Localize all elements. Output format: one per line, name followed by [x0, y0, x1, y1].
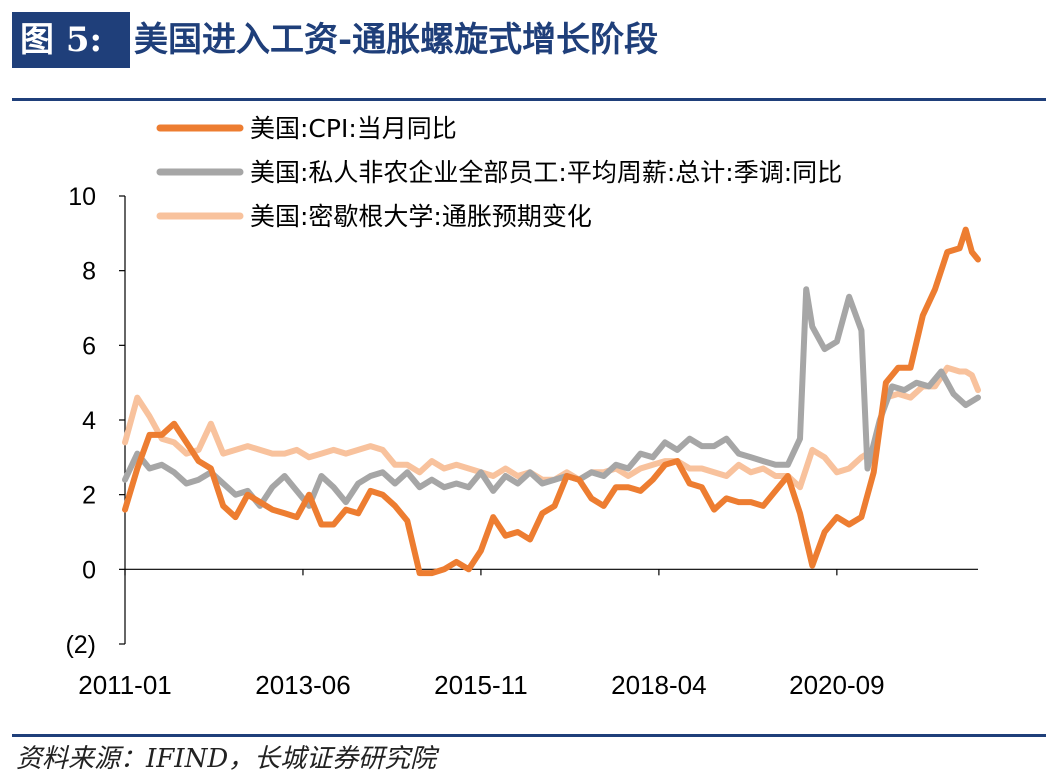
y-tick-label: 2: [82, 482, 96, 510]
legend-label: 美国:CPI:当月同比: [250, 114, 457, 143]
figure-label: 图 5:: [12, 12, 130, 68]
x-tick-label: 2011-01: [78, 670, 172, 700]
legend-label: 美国:密歇根大学:通胀预期变化: [250, 202, 592, 231]
x-tick-label: 2020-09: [789, 670, 884, 700]
y-tick-label: 0: [82, 556, 96, 584]
series-layer: [122, 226, 981, 577]
y-tick-label: (2): [65, 631, 96, 659]
top-rule: [12, 98, 1046, 101]
x-tick-label: 2018-04: [611, 670, 706, 700]
series-line-0: [122, 226, 981, 577]
bottom-rule: [12, 734, 1046, 737]
y-tick-label: 6: [82, 332, 96, 360]
axes: (2) 0 2 4 6 8 10 2011-01 2013-06 2015-11 2018-04 20…: [65, 183, 978, 700]
y-tick-label: 10: [68, 183, 96, 211]
y-tick-label: 8: [82, 258, 96, 286]
figure-title: 美国进入工资-通胀螺旋式增长阶段: [134, 20, 659, 60]
x-tick-label: 2013-06: [255, 670, 350, 700]
source-note: 资料来源：IFIND，长城证券研究院: [16, 744, 437, 774]
legend: 美国:CPI:当月同比美国:私人非农企业全部员工:平均周薪:总计:季调:同比美国…: [156, 114, 842, 231]
series-line-1: [122, 286, 981, 509]
y-tick-label: 4: [82, 407, 96, 435]
legend-label: 美国:私人非农企业全部员工:平均周薪:总计:季调:同比: [250, 158, 842, 187]
x-tick-label: 2015-11: [434, 670, 528, 700]
series-line-2: [122, 364, 981, 491]
